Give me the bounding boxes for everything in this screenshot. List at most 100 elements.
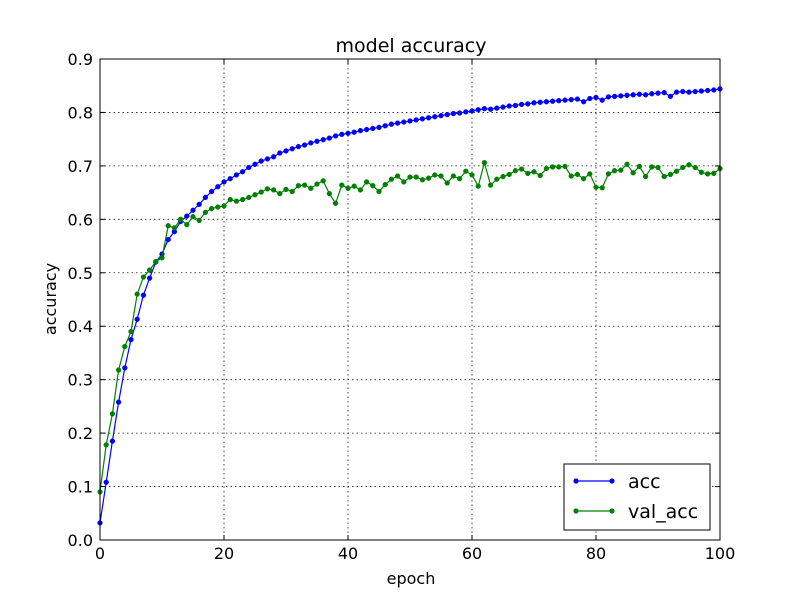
data-point-val-acc xyxy=(357,187,364,193)
data-point-acc xyxy=(438,113,444,119)
x-tick-label: 20 xyxy=(214,544,234,563)
data-point-acc xyxy=(339,131,345,138)
data-point-acc xyxy=(227,176,233,182)
y-tick-label: 0.3 xyxy=(68,371,93,390)
data-point-acc xyxy=(599,97,605,103)
series-layer xyxy=(97,86,723,526)
data-point-val-acc xyxy=(506,171,512,178)
data-point-acc xyxy=(122,365,128,371)
data-point-val-acc xyxy=(456,176,463,182)
data-point-val-acc xyxy=(109,411,116,417)
data-point-val-acc xyxy=(562,163,568,170)
y-tick-label: 0.6 xyxy=(68,210,93,229)
legend-label-val-acc: val_acc xyxy=(628,501,698,523)
data-point-val-acc xyxy=(301,182,308,188)
data-point-acc xyxy=(450,110,457,117)
data-point-acc xyxy=(208,188,215,195)
data-point-val-acc xyxy=(227,196,233,203)
data-point-val-acc xyxy=(419,177,426,183)
data-point-acc xyxy=(146,275,153,281)
data-point-val-acc xyxy=(264,186,271,192)
data-point-acc xyxy=(277,150,283,156)
data-point-val-acc xyxy=(593,184,599,190)
data-point-val-acc xyxy=(661,173,667,180)
data-point-val-acc xyxy=(246,194,252,201)
data-point-val-acc xyxy=(140,274,147,280)
data-point-val-acc xyxy=(394,173,401,179)
x-tick-label: 80 xyxy=(586,544,606,563)
data-point-acc xyxy=(320,137,326,143)
data-point-val-acc xyxy=(494,176,500,182)
data-point-acc xyxy=(506,103,512,109)
y-tick-label: 0.4 xyxy=(68,317,93,336)
data-point-acc xyxy=(301,142,308,148)
data-point-val-acc xyxy=(308,185,314,191)
data-point-val-acc xyxy=(363,179,370,185)
data-point-acc xyxy=(233,172,240,178)
x-tick-label: 60 xyxy=(462,544,482,563)
data-point-acc xyxy=(109,438,116,444)
data-point-acc xyxy=(283,148,289,154)
data-point-val-acc xyxy=(512,168,519,174)
y-tick-label: 0.0 xyxy=(68,531,93,550)
data-point-acc xyxy=(289,146,295,152)
data-point-val-acc xyxy=(587,171,593,177)
data-point-val-acc xyxy=(636,163,643,170)
data-point-acc xyxy=(140,292,147,298)
data-point-acc xyxy=(407,118,413,124)
data-point-val-acc xyxy=(165,223,171,229)
data-point-acc xyxy=(270,154,277,160)
data-point-val-acc xyxy=(618,167,624,173)
data-point-acc xyxy=(518,101,525,108)
data-point-val-acc xyxy=(283,186,289,193)
data-point-val-acc xyxy=(277,191,283,197)
legend-frame xyxy=(563,463,711,531)
data-point-val-acc xyxy=(339,182,345,188)
data-point-val-acc xyxy=(239,196,246,203)
data-point-val-acc xyxy=(122,343,128,350)
data-point-acc xyxy=(481,106,488,112)
data-point-acc xyxy=(128,336,134,343)
legend-marker-val-acc xyxy=(609,508,615,514)
y-tick-label: 0.7 xyxy=(68,157,93,176)
legend-marker-acc xyxy=(573,478,579,484)
data-point-acc xyxy=(308,140,314,146)
data-point-val-acc xyxy=(463,168,469,174)
x-tick-label: 40 xyxy=(338,544,358,563)
data-point-val-acc xyxy=(667,171,674,178)
data-point-val-acc xyxy=(624,161,630,167)
data-point-val-acc xyxy=(233,198,240,204)
data-point-val-acc xyxy=(531,169,537,175)
data-point-acc xyxy=(246,164,252,171)
data-point-val-acc xyxy=(432,172,438,178)
data-point-acc xyxy=(314,138,320,144)
data-point-acc xyxy=(562,97,568,103)
x-tick-label: 0 xyxy=(95,544,105,563)
data-point-acc xyxy=(332,133,339,139)
plot-frame xyxy=(99,58,721,541)
data-point-acc xyxy=(388,121,395,127)
legend-marker-val-acc xyxy=(573,508,579,514)
data-point-val-acc xyxy=(487,182,494,188)
data-point-val-acc xyxy=(128,328,134,335)
data-point-acc xyxy=(574,96,581,102)
data-point-acc xyxy=(512,102,519,109)
data-point-val-acc xyxy=(704,171,711,177)
data-point-val-acc xyxy=(376,188,382,195)
data-point-acc xyxy=(103,479,109,485)
data-point-val-acc xyxy=(196,217,202,224)
data-point-val-acc xyxy=(184,222,190,228)
data-point-val-acc xyxy=(469,172,475,178)
ticks: 0 20 40 60 80 100 0.0 0.1 0.2 0.3 0.4 0.5 0.6 0.7 0.8 0… xyxy=(68,50,736,563)
data-point-val-acc xyxy=(425,175,432,181)
data-point-acc xyxy=(363,126,370,133)
data-point-val-acc xyxy=(698,169,705,175)
data-point-val-acc xyxy=(580,176,587,182)
data-point-val-acc xyxy=(556,164,562,170)
data-point-acc xyxy=(680,88,686,95)
data-point-acc xyxy=(704,87,711,94)
data-point-val-acc xyxy=(115,367,122,373)
data-point-acc xyxy=(469,108,475,114)
data-point-acc xyxy=(624,92,630,98)
data-point-acc xyxy=(475,107,481,113)
